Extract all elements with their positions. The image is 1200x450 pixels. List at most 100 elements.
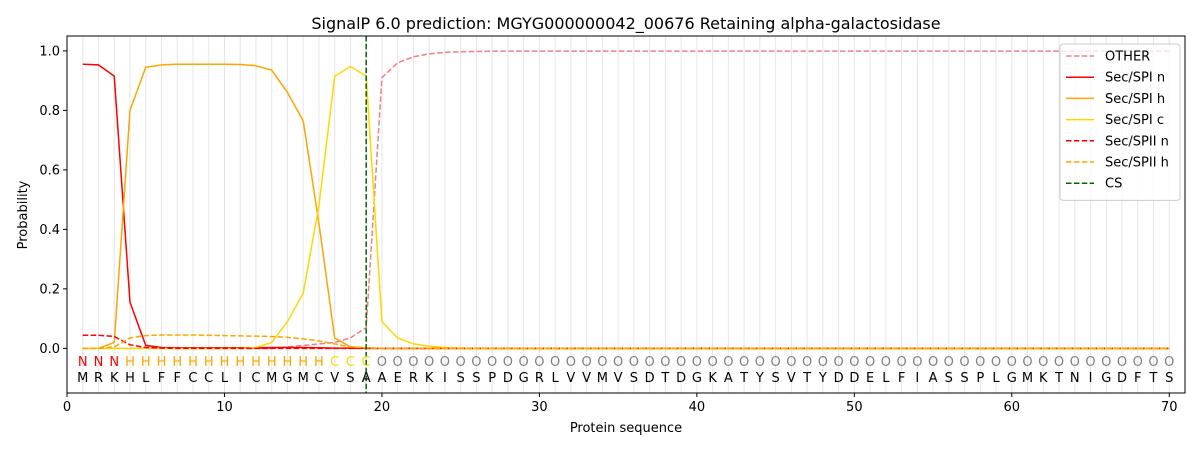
region-label: H	[220, 355, 230, 370]
residue-label: K	[1039, 371, 1048, 386]
residue-label: L	[552, 371, 560, 386]
series-layer	[82, 50, 1170, 350]
residue-label: F	[898, 371, 905, 386]
residue-label: C	[204, 371, 213, 386]
region-label: H	[283, 355, 293, 370]
region-label: O	[424, 355, 434, 370]
residue-label: D	[503, 371, 513, 386]
residue-label: F	[173, 371, 180, 386]
residue-label: V	[582, 371, 591, 386]
region-label: H	[172, 355, 182, 370]
x-tick-label: 0	[63, 400, 71, 415]
region-label: O	[582, 355, 592, 370]
y-tick-label: 1.0	[39, 44, 60, 59]
x-axis-label: Protein sequence	[570, 421, 682, 436]
y-tick-label: 0.4	[39, 223, 60, 238]
region-label: O	[408, 355, 418, 370]
residue-label: S	[457, 371, 465, 386]
region-label: O	[613, 355, 623, 370]
region-label: O	[928, 355, 938, 370]
residue-label: D	[1117, 371, 1127, 386]
residue-label: E	[866, 371, 874, 386]
region-label: O	[1117, 355, 1127, 370]
region-label: O	[723, 355, 733, 370]
residue-label: A	[929, 371, 938, 386]
series-line-sec-spii-h	[82, 334, 1170, 350]
y-axis-label: Probability	[16, 180, 31, 249]
residue-label: K	[425, 371, 434, 386]
region-label: O	[959, 355, 969, 370]
residue-label: C	[251, 371, 260, 386]
region-label: O	[487, 355, 497, 370]
residue-label: V	[614, 371, 623, 386]
region-label: H	[267, 355, 277, 370]
region-label: O	[440, 355, 450, 370]
residue-label: M	[266, 371, 277, 386]
region-label: H	[235, 355, 245, 370]
region-label: O	[503, 355, 513, 370]
region-label: O	[786, 355, 796, 370]
residue-label: R	[409, 371, 418, 386]
region-label: O	[849, 355, 859, 370]
region-label: O	[519, 355, 529, 370]
region-label: O	[1101, 355, 1111, 370]
residue-label: L	[992, 371, 1000, 386]
region-label: O	[629, 355, 639, 370]
series-line-sec-spi-h	[82, 63, 1170, 350]
x-tick-label: 20	[374, 400, 391, 415]
region-label: O	[1133, 355, 1143, 370]
y-tick-label: 0.2	[39, 282, 60, 297]
residue-label: D	[849, 371, 859, 386]
residue-label: D	[676, 371, 686, 386]
residue-label: G	[1007, 371, 1017, 386]
residue-label: S	[346, 371, 354, 386]
x-tick-label: 10	[216, 400, 233, 415]
residue-label: G	[692, 371, 702, 386]
region-label: O	[833, 355, 843, 370]
residue-label: R	[535, 371, 544, 386]
residue-label: K	[708, 371, 717, 386]
residue-label: V	[566, 371, 575, 386]
series-line-other	[82, 50, 1170, 350]
residue-label: L	[882, 371, 890, 386]
region-label: H	[141, 355, 151, 370]
region-label: N	[78, 355, 88, 370]
region-label: O	[975, 355, 985, 370]
residue-label: E	[394, 371, 402, 386]
region-label: O	[597, 355, 607, 370]
region-label: N	[109, 355, 119, 370]
region-label: C	[330, 355, 339, 370]
residue-label: M	[298, 371, 309, 386]
residue-label: S	[945, 371, 953, 386]
region-label: O	[645, 355, 655, 370]
region-label: O	[1164, 355, 1174, 370]
residue-label: S	[630, 371, 638, 386]
residue-label: I	[915, 371, 919, 386]
residue-label: V	[330, 371, 339, 386]
region-label: C	[362, 355, 371, 370]
region-label: N	[94, 355, 104, 370]
region-label: O	[1038, 355, 1048, 370]
region-label: H	[188, 355, 198, 370]
legend: OTHER Sec/SPI n Sec/SPI h Sec/SPI c Sec/SPII…	[1059, 43, 1181, 201]
x-tick-label: 60	[1004, 400, 1021, 415]
residue-label: S	[1165, 371, 1173, 386]
series-line-sec-spii-n	[82, 334, 1170, 350]
residue-label: L	[142, 371, 150, 386]
sequence-labels: NMNRNKHHHLHFHFHCHCHLHIHCHMHGHMHCCVCSCAOA…	[77, 355, 1174, 386]
residue-label: P	[488, 371, 496, 386]
region-label: O	[818, 355, 828, 370]
region-label: O	[739, 355, 749, 370]
region-label: O	[1007, 355, 1017, 370]
region-label: O	[1070, 355, 1080, 370]
residue-label: T	[802, 371, 811, 386]
residue-label: T	[739, 371, 748, 386]
region-label: O	[1085, 355, 1095, 370]
region-label: O	[550, 355, 560, 370]
y-axis-ticks: 0.0 0.2 0.4 0.6 0.8 1.0	[39, 44, 67, 357]
region-label: O	[1022, 355, 1032, 370]
residue-label: G	[1101, 371, 1111, 386]
residue-label: G	[519, 371, 529, 386]
region-label: O	[802, 355, 812, 370]
legend-label: Sec/SPII n	[1105, 134, 1169, 149]
